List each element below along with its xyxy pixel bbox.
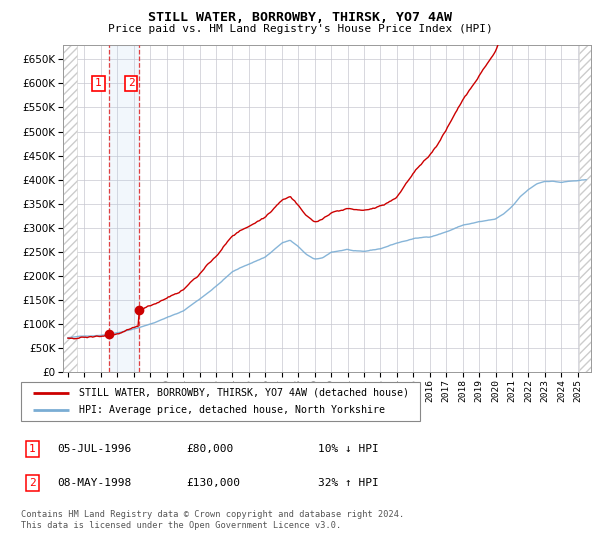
Text: 32% ↑ HPI: 32% ↑ HPI — [318, 478, 379, 488]
Text: 10% ↓ HPI: 10% ↓ HPI — [318, 444, 379, 454]
Text: This data is licensed under the Open Government Licence v3.0.: This data is licensed under the Open Gov… — [21, 521, 341, 530]
Text: Price paid vs. HM Land Registry's House Price Index (HPI): Price paid vs. HM Land Registry's House … — [107, 24, 493, 34]
Bar — [109, 45, 139, 372]
Text: 08-MAY-1998: 08-MAY-1998 — [57, 478, 131, 488]
Text: STILL WATER, BORROWBY, THIRSK, YO7 4AW: STILL WATER, BORROWBY, THIRSK, YO7 4AW — [148, 11, 452, 24]
Text: 2: 2 — [29, 478, 35, 488]
Text: 1: 1 — [95, 78, 102, 88]
Text: 1: 1 — [29, 444, 35, 454]
FancyBboxPatch shape — [21, 382, 420, 421]
Text: HPI: Average price, detached house, North Yorkshire: HPI: Average price, detached house, Nort… — [79, 405, 385, 415]
Text: £130,000: £130,000 — [186, 478, 240, 488]
Text: 2: 2 — [128, 78, 134, 88]
Text: Contains HM Land Registry data © Crown copyright and database right 2024.: Contains HM Land Registry data © Crown c… — [21, 510, 404, 519]
Text: £80,000: £80,000 — [186, 444, 233, 454]
Text: STILL WATER, BORROWBY, THIRSK, YO7 4AW (detached house): STILL WATER, BORROWBY, THIRSK, YO7 4AW (… — [79, 388, 409, 398]
Text: 05-JUL-1996: 05-JUL-1996 — [57, 444, 131, 454]
